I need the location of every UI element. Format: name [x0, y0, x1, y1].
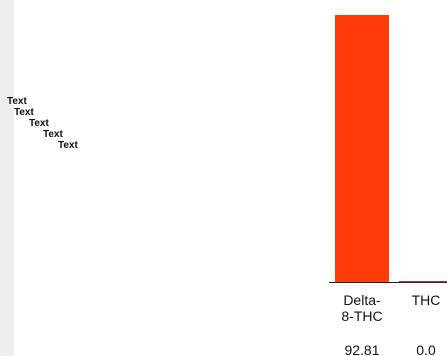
bar-chart: Delta- 8-THC 92.81 THC 0.0 [320, 0, 447, 356]
value-label: 92.81 [344, 342, 380, 356]
left-rail [0, 0, 14, 356]
x-axis-baseline [329, 282, 447, 283]
tree-item[interactable]: Text [14, 107, 34, 118]
tree-item[interactable]: Text [43, 129, 63, 140]
tree-item[interactable]: Text [29, 118, 49, 129]
value-label: 0.0 [416, 342, 436, 356]
tree-item[interactable]: Text [7, 96, 27, 107]
tree-item[interactable]: Text [58, 140, 78, 151]
bar[interactable] [399, 281, 447, 282]
category-label: THC [411, 292, 441, 308]
category-label: Delta- 8-THC [341, 292, 383, 324]
text-tree: Text Text Text Text Text [7, 96, 78, 151]
bar[interactable] [335, 15, 389, 282]
